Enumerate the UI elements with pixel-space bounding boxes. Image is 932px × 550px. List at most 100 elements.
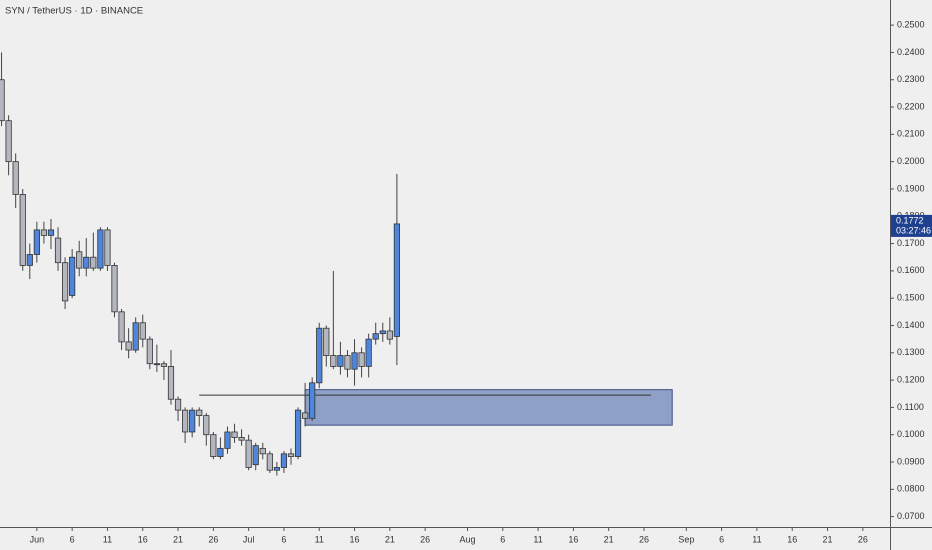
y-tick-label: 0.1100: [897, 402, 924, 412]
candle-body: [273, 467, 280, 471]
x-tick-label: 11: [533, 534, 542, 544]
candle-body: [294, 409, 302, 457]
x-tick-label: 26: [858, 534, 868, 544]
candle-body: [330, 355, 337, 367]
y-tick-label: 0.1200: [897, 374, 925, 384]
candle-body: [189, 409, 196, 433]
candle-body: [238, 437, 245, 441]
x-tick-label: 21: [385, 534, 395, 544]
price-tag-value: 0.1772: [896, 215, 924, 225]
y-tick-label: 0.2300: [897, 74, 925, 84]
x-tick-label: 6: [500, 534, 505, 544]
x-tick-label: Sep: [678, 534, 694, 544]
y-tick-label: 0.2100: [897, 129, 925, 139]
x-tick-label: 6: [281, 534, 286, 544]
candle-body: [47, 229, 55, 236]
candle-body: [90, 256, 97, 269]
candle-body: [0, 79, 5, 122]
y-tick-label: 0.2400: [897, 47, 925, 57]
y-tick-label: 0.2000: [897, 156, 925, 166]
price-tag-countdown: 03:27:46: [896, 225, 931, 235]
candle-body: [379, 330, 386, 335]
x-tick-label: 16: [787, 534, 797, 544]
y-tick-label: 0.1900: [897, 183, 925, 193]
candle-body: [125, 341, 132, 351]
x-tick-label: 26: [208, 534, 218, 544]
candle-body: [393, 223, 400, 337]
candle-body: [358, 352, 365, 367]
x-tick-label: 21: [823, 534, 833, 544]
y-tick-label: 0.1300: [897, 347, 925, 357]
x-tick-label: 11: [752, 534, 761, 544]
candle-body: [174, 398, 182, 411]
x-tick-label: Jul: [243, 534, 255, 544]
y-tick-label: 0.1500: [897, 293, 925, 303]
candle-body: [217, 447, 224, 457]
candle-body: [302, 412, 309, 419]
candle-body: [19, 194, 26, 266]
candle-body: [132, 322, 139, 351]
x-tick-label: 11: [315, 534, 324, 544]
candle-body: [12, 161, 19, 195]
x-tick-label: 26: [639, 534, 649, 544]
candle-body: [344, 355, 351, 370]
price-tag: [891, 214, 932, 237]
candle-body: [337, 355, 344, 367]
x-tick-label: 26: [420, 534, 430, 544]
candle-body: [316, 327, 323, 384]
y-tick-label: 0.1400: [897, 320, 925, 330]
candle-body: [224, 431, 231, 449]
candle-body: [118, 311, 125, 343]
candle-body: [33, 229, 40, 255]
candle-body: [266, 453, 273, 471]
candle-body: [76, 251, 83, 269]
candle-body: [309, 382, 316, 419]
x-tick-label: 16: [568, 534, 578, 544]
candle-body: [97, 229, 104, 269]
x-tick-label: 16: [350, 534, 360, 544]
y-tick-label: 0.2500: [897, 19, 925, 29]
y-tick-label: 0.2200: [897, 101, 925, 111]
candle-body: [146, 338, 153, 365]
candle-body: [365, 338, 372, 367]
y-tick-label: 0.1700: [897, 238, 925, 248]
candle-body: [111, 265, 118, 313]
candle-body: [203, 415, 210, 436]
x-tick-label: 11: [103, 534, 112, 544]
candle-body: [61, 262, 69, 302]
candle-body: [351, 352, 358, 370]
y-tick-label: 0.0900: [897, 456, 925, 466]
candle-body: [54, 237, 62, 264]
candle-body: [386, 330, 393, 340]
candle-body: [167, 366, 175, 400]
candle-body: [245, 439, 252, 468]
candle-body: [372, 333, 379, 340]
candle-body: [280, 453, 288, 468]
candle-body: [182, 409, 189, 433]
x-tick-label: 16: [138, 534, 148, 544]
candle-body: [69, 256, 76, 296]
y-tick-label: 0.0700: [897, 511, 925, 521]
y-tick-label: 0.0800: [897, 484, 925, 494]
y-tick-label: 0.1000: [897, 429, 925, 439]
x-tick-label: Aug: [459, 534, 475, 544]
candle-body: [323, 327, 330, 356]
candle-body: [26, 254, 33, 266]
candle-body: [210, 434, 217, 457]
candle-body: [160, 363, 168, 367]
candle-body: [104, 229, 111, 266]
candle-body: [139, 322, 146, 340]
candle-body: [196, 409, 203, 416]
x-tick-label: 6: [719, 534, 724, 544]
chart-title: SYN / TetherUS · 1D · BINANCE: [5, 6, 143, 17]
candle-body: [40, 229, 48, 236]
x-tick-label: Jun: [30, 534, 45, 544]
candle-body: [5, 120, 12, 163]
candle-body: [287, 453, 295, 457]
x-tick-label: 21: [173, 534, 183, 544]
x-tick-label: 6: [70, 534, 75, 544]
candle-body: [259, 447, 266, 455]
x-tick-label: 21: [604, 534, 614, 544]
